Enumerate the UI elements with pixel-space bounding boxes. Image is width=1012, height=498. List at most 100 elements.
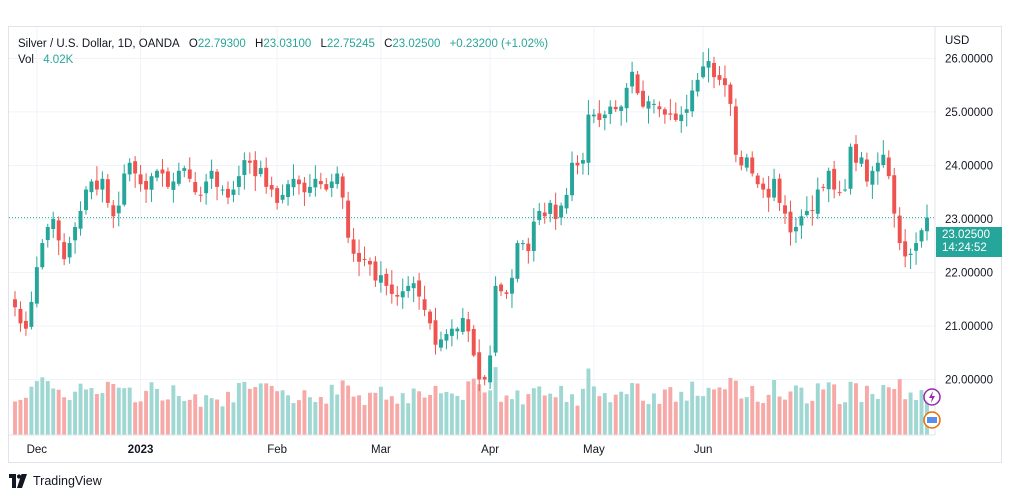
volume-bar bbox=[187, 399, 192, 435]
candle-body bbox=[182, 168, 187, 171]
volume-bar bbox=[712, 389, 716, 435]
open-label: O bbox=[188, 38, 198, 50]
alert-icon[interactable] bbox=[923, 388, 941, 406]
volume-bar bbox=[51, 388, 56, 435]
volume-bar bbox=[586, 368, 591, 435]
time-axis[interactable]: Dec 2023 Feb Mar Apr May Jun bbox=[27, 444, 713, 456]
candle-body bbox=[204, 181, 209, 194]
candle-body bbox=[919, 230, 924, 242]
candle-body bbox=[406, 285, 411, 292]
candle-body bbox=[777, 178, 782, 203]
candle-body bbox=[34, 267, 39, 304]
price-tick-label: 24.00000 bbox=[945, 160, 993, 172]
candle-body bbox=[275, 188, 280, 203]
time-tick-label: Feb bbox=[267, 444, 287, 456]
volume-bar bbox=[258, 383, 263, 435]
volume-bar bbox=[788, 391, 793, 435]
volume-bar bbox=[231, 402, 236, 435]
candle-body bbox=[176, 170, 181, 184]
time-tick-label: Jun bbox=[694, 444, 713, 456]
volume-bar bbox=[406, 403, 411, 435]
symbol-label[interactable]: Silver / U.S. Dollar, 1D, OANDA bbox=[18, 38, 180, 50]
candle-body bbox=[881, 154, 886, 166]
candle-body bbox=[209, 170, 214, 179]
volume-bar bbox=[575, 405, 580, 435]
volume-bar bbox=[619, 391, 624, 435]
candle-body bbox=[712, 62, 716, 78]
candle-body bbox=[799, 216, 804, 226]
price-tick-label: 26.00000 bbox=[945, 53, 993, 65]
volume-bar bbox=[837, 404, 842, 435]
last-price-tag: 23.02500 14:24:52 bbox=[936, 227, 1002, 257]
volume-bar bbox=[18, 399, 23, 435]
indicator-icon[interactable] bbox=[923, 411, 941, 429]
candle-body bbox=[591, 114, 596, 117]
time-tick-label: Mar bbox=[371, 444, 391, 456]
volume-bar bbox=[744, 397, 749, 435]
candle-body bbox=[280, 194, 285, 200]
candle-body bbox=[226, 188, 230, 198]
candle-body bbox=[400, 291, 405, 298]
tradingview-logo-icon bbox=[9, 474, 27, 488]
volume-bar bbox=[165, 399, 170, 435]
volume-bar bbox=[144, 390, 149, 435]
candle-body bbox=[509, 277, 514, 294]
candle-body bbox=[826, 170, 831, 190]
candle-body bbox=[165, 171, 170, 187]
candle-body bbox=[695, 79, 700, 92]
volume-bar bbox=[706, 387, 711, 435]
volume-bar bbox=[351, 396, 356, 435]
volume-bar bbox=[242, 381, 247, 435]
candle-body bbox=[668, 113, 673, 115]
low-label: L bbox=[320, 38, 327, 50]
price-axis[interactable]: 26.00000 25.00000 24.00000 23.00000 22.00000… bbox=[945, 53, 993, 386]
volume-bar bbox=[395, 403, 400, 435]
volume-bar bbox=[548, 393, 553, 435]
volume-bar bbox=[602, 393, 607, 435]
volume-bar bbox=[815, 383, 820, 435]
candle-body bbox=[564, 194, 569, 209]
candle-body bbox=[127, 162, 132, 175]
volume-bar bbox=[269, 385, 274, 435]
volume-label[interactable]: Vol bbox=[18, 54, 34, 66]
volume-bar bbox=[750, 385, 755, 435]
volume-bar bbox=[531, 388, 536, 435]
candle-body bbox=[357, 252, 362, 262]
volume-bar bbox=[335, 394, 340, 435]
volume-bar bbox=[635, 383, 640, 435]
candle-body bbox=[859, 157, 864, 164]
candle-body bbox=[258, 168, 263, 175]
candle-body bbox=[657, 106, 662, 110]
brand-name[interactable]: TradingView bbox=[33, 474, 102, 488]
volume-bar bbox=[564, 401, 569, 435]
currency-label[interactable]: USD bbox=[945, 35, 970, 47]
candle-body bbox=[772, 178, 777, 198]
low-value: 22.75245 bbox=[326, 38, 375, 50]
volume-bar bbox=[728, 377, 733, 435]
volume-bar bbox=[668, 387, 673, 435]
candle-body bbox=[286, 184, 291, 198]
candle-body bbox=[433, 320, 438, 345]
volume-bar bbox=[520, 404, 525, 435]
candle-body bbox=[45, 227, 50, 241]
candle-body bbox=[520, 243, 525, 245]
volume-bar bbox=[804, 403, 809, 435]
volume-bar bbox=[679, 391, 684, 435]
price-chart[interactable]: 26.00000 25.00000 24.00000 23.00000 22.00000… bbox=[9, 27, 1001, 462]
candle-body bbox=[810, 210, 815, 212]
candle-body bbox=[253, 160, 258, 177]
candle-body bbox=[821, 186, 826, 188]
candle-body bbox=[788, 211, 793, 233]
candle-body bbox=[504, 292, 509, 294]
candle-body bbox=[449, 328, 454, 336]
candle-body bbox=[619, 106, 624, 111]
volume-bar bbox=[23, 397, 28, 435]
volume-bar bbox=[848, 381, 853, 435]
volume-bar bbox=[526, 394, 531, 435]
volume-bar bbox=[881, 384, 886, 435]
candle-body bbox=[635, 74, 640, 94]
volume-bar bbox=[155, 388, 159, 435]
bar-countdown: 14:24:52 bbox=[942, 242, 987, 254]
candle-body bbox=[13, 299, 17, 308]
candle-body bbox=[111, 205, 116, 217]
